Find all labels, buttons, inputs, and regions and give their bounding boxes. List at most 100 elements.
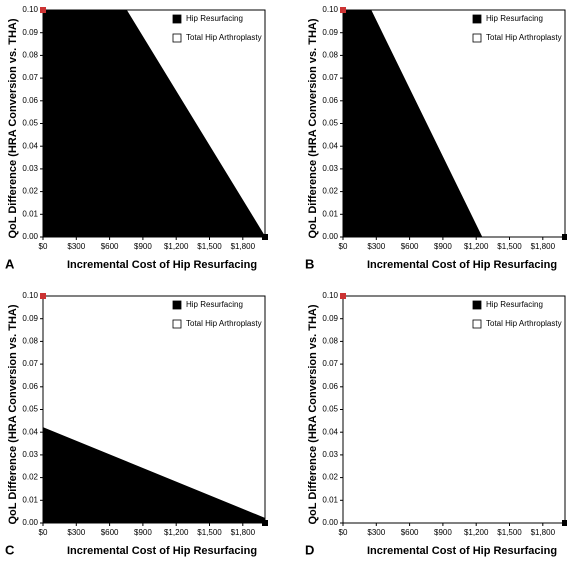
x-tick-label: $300 [367, 242, 385, 251]
x-tick-label: $1,500 [197, 528, 222, 537]
panel: 0.00 0.01 0.02 0.03 0.04 0.05 0.06 0.07 0.08 0.09… [305, 291, 567, 557]
legend-label: Hip Resurfacing [486, 300, 543, 309]
legend-label: Total Hip Arthroplasty [486, 319, 562, 328]
point-marker [562, 520, 567, 526]
legend-swatch [172, 300, 182, 310]
x-tick-label: $0 [39, 528, 48, 537]
x-tick-label: $1,800 [231, 528, 256, 537]
legend-swatch [172, 319, 182, 329]
panel-label: D [305, 542, 314, 557]
point-marker [562, 234, 567, 240]
legend-swatch [472, 14, 482, 24]
x-tick-label: $1,500 [497, 528, 522, 537]
x-tick-label: $600 [101, 528, 119, 537]
y-tick-label: 0.09 [22, 314, 38, 323]
x-tick-label: $600 [401, 242, 419, 251]
x-tick-label: $1,200 [164, 528, 189, 537]
point-marker [340, 293, 346, 299]
y-tick-label: 0.07 [322, 359, 338, 368]
y-tick-label: 0.05 [22, 119, 38, 128]
y-tick-label: 0.04 [22, 141, 38, 150]
y-tick-label: 0.06 [322, 96, 338, 105]
y-axis-label: QoL Difference (HRA Conversion vs. THA) [7, 304, 19, 524]
y-tick-label: 0.08 [322, 51, 338, 60]
y-tick-label: 0.10 [22, 5, 38, 14]
legend-label: Total Hip Arthroplasty [486, 33, 562, 42]
y-tick-label: 0.03 [22, 450, 38, 459]
legend-label: Total Hip Arthroplasty [186, 319, 262, 328]
y-tick-label: 0.10 [322, 5, 338, 14]
y-tick-label: 0.06 [22, 382, 38, 391]
x-axis-label: Incremental Cost of Hip Resurfacing [367, 259, 557, 271]
y-tick-label: 0.02 [322, 187, 338, 196]
y-tick-label: 0.07 [22, 73, 38, 82]
y-tick-label: 0.05 [322, 405, 338, 414]
y-tick-label: 0.09 [22, 28, 38, 37]
x-tick-label: $900 [434, 528, 452, 537]
y-tick-label: 0.02 [322, 473, 338, 482]
legend-label: Hip Resurfacing [186, 300, 243, 309]
legend-swatch [172, 33, 182, 43]
legend-swatch [472, 319, 482, 329]
x-tick-label: $0 [339, 242, 348, 251]
y-tick-label: 0.07 [322, 73, 338, 82]
y-tick-label: 0.03 [322, 164, 338, 173]
y-tick-label: 0.04 [322, 427, 338, 436]
point-marker [262, 520, 268, 526]
x-tick-label: $600 [401, 528, 419, 537]
panel-label: C [5, 542, 15, 557]
y-tick-label: 0.08 [322, 337, 338, 346]
x-tick-label: $300 [367, 528, 385, 537]
x-tick-label: $900 [434, 242, 452, 251]
x-axis-label: Incremental Cost of Hip Resurfacing [67, 545, 257, 557]
x-tick-label: $300 [67, 528, 85, 537]
y-tick-label: 0.06 [322, 382, 338, 391]
y-axis-label: QoL Difference (HRA Conversion vs. THA) [307, 304, 319, 524]
y-tick-label: 0.05 [22, 405, 38, 414]
point-marker [340, 7, 346, 13]
y-axis-label: QoL Difference (HRA Conversion vs. THA) [307, 18, 319, 238]
panel: 0.00 0.01 0.02 0.03 0.04 0.05 0.06 0.07 0.08 0.09… [305, 5, 567, 271]
y-tick-label: 0.08 [22, 337, 38, 346]
panel-label: B [305, 256, 314, 271]
x-tick-label: $600 [101, 242, 119, 251]
y-tick-label: 0.01 [322, 209, 338, 218]
y-tick-label: 0.00 [22, 232, 38, 241]
y-tick-label: 0.02 [22, 473, 38, 482]
x-axis-label: Incremental Cost of Hip Resurfacing [67, 259, 257, 271]
panel-label: A [5, 256, 15, 271]
y-tick-label: 0.10 [22, 291, 38, 300]
x-tick-label: $1,800 [531, 242, 556, 251]
y-tick-label: 0.03 [322, 450, 338, 459]
point-marker [262, 234, 268, 240]
point-marker [40, 7, 46, 13]
legend-label: Hip Resurfacing [486, 14, 543, 23]
legend-label: Total Hip Arthroplasty [186, 33, 262, 42]
y-tick-label: 0.10 [322, 291, 338, 300]
x-tick-label: $900 [134, 242, 152, 251]
legend-label: Hip Resurfacing [186, 14, 243, 23]
x-tick-label: $1,200 [464, 528, 489, 537]
y-tick-label: 0.01 [22, 495, 38, 504]
y-tick-label: 0.00 [22, 518, 38, 527]
y-tick-label: 0.04 [322, 141, 338, 150]
y-tick-label: 0.00 [322, 518, 338, 527]
y-tick-label: 0.05 [322, 119, 338, 128]
x-tick-label: $1,500 [197, 242, 222, 251]
y-tick-label: 0.04 [22, 427, 38, 436]
y-tick-label: 0.01 [322, 495, 338, 504]
y-tick-label: 0.09 [322, 28, 338, 37]
y-tick-label: 0.03 [22, 164, 38, 173]
legend-swatch [172, 14, 182, 24]
plot-area [343, 296, 565, 523]
x-tick-label: $0 [39, 242, 48, 251]
x-tick-label: $1,200 [164, 242, 189, 251]
x-tick-label: $1,800 [231, 242, 256, 251]
y-tick-label: 0.06 [22, 96, 38, 105]
x-tick-label: $1,500 [497, 242, 522, 251]
x-tick-label: $300 [67, 242, 85, 251]
legend-swatch [472, 33, 482, 43]
panel: 0.00 0.01 0.02 0.03 0.04 0.05 0.06 0.07 0.08 0.09… [5, 291, 268, 557]
y-axis-label: QoL Difference (HRA Conversion vs. THA) [7, 18, 19, 238]
